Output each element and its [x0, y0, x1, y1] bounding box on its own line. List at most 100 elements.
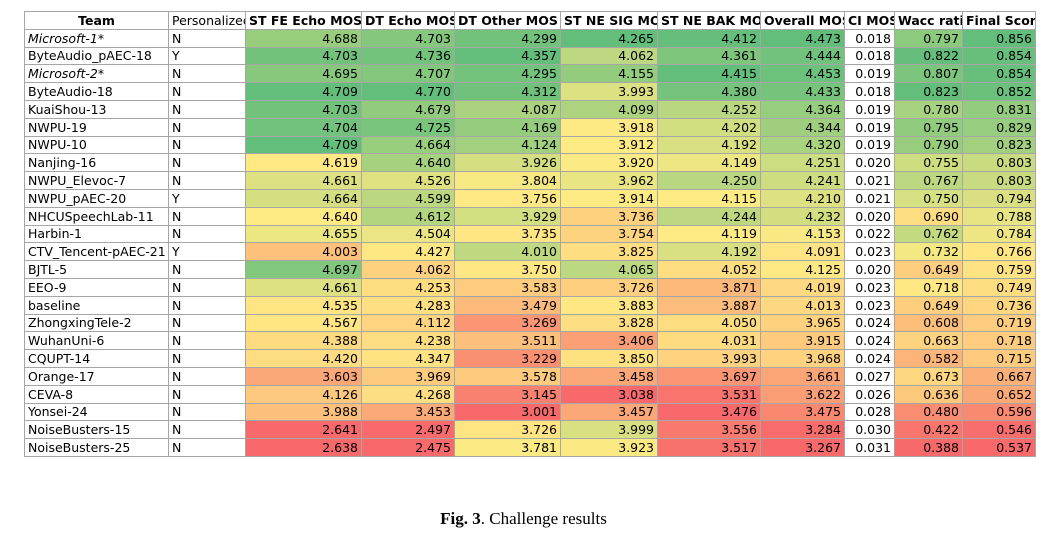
team-name-cell: NoiseBusters-15	[24, 420, 169, 440]
score-cell: 3.969	[361, 366, 455, 386]
table-row: Nanjing-16 N 4.619 4.640 3.926 3.920 4.149 4.25…	[24, 153, 1036, 173]
team-name-cell: Microsoft-1*	[24, 28, 169, 48]
score-cell: 0.652	[962, 384, 1036, 404]
score-cell: 4.697	[245, 260, 362, 279]
table-row: BJTL-5 N 4.697 4.062 3.750 4.065 4.052 4.125 0.0…	[24, 260, 1036, 279]
score-cell: 0.608	[894, 313, 963, 333]
team-name-cell: baseline	[24, 295, 169, 315]
score-cell: 4.453	[760, 64, 845, 84]
score-cell: 4.661	[245, 277, 362, 297]
personalized-cell: N	[168, 331, 246, 351]
score-cell: 0.667	[962, 366, 1036, 386]
score-cell: 0.649	[894, 295, 963, 315]
figure-caption: Fig. 3. Challenge results	[0, 509, 1047, 529]
score-cell: 0.797	[894, 28, 963, 48]
table-row: EEO-9 N 4.661 4.253 3.583 3.726 3.871 4.019 0.02…	[24, 277, 1036, 297]
score-cell: 4.664	[361, 135, 455, 155]
score-cell: 3.929	[454, 206, 561, 226]
column-header: Wacc ratio	[894, 11, 963, 30]
personalized-cell: N	[168, 384, 246, 404]
score-cell: 4.031	[657, 331, 761, 351]
score-cell: 3.754	[560, 224, 658, 244]
score-cell: 0.715	[962, 349, 1036, 368]
personalized-cell: N	[168, 277, 246, 297]
table-row: NHCUSpeechLab-11 N 4.640 4.612 3.929 3.736 4.2…	[24, 206, 1036, 226]
score-cell: 4.704	[245, 117, 362, 137]
team-name-cell: Orange-17	[24, 366, 169, 386]
score-cell: 3.622	[760, 384, 845, 404]
score-cell: 0.736	[962, 295, 1036, 315]
score-cell: 3.968	[760, 349, 845, 368]
column-header: ST NE SIG MOS	[560, 11, 658, 30]
score-cell: 3.406	[560, 331, 658, 351]
score-cell: 4.388	[245, 331, 362, 351]
score-cell: 0.023	[844, 277, 895, 297]
score-cell: 0.829	[962, 117, 1036, 137]
score-cell: 4.062	[560, 46, 658, 66]
score-cell: 0.023	[844, 295, 895, 315]
score-cell: 0.831	[962, 99, 1036, 119]
results-table: Team Personalized ST FE Echo MOS DT Echo MO…	[24, 11, 1036, 457]
score-cell: 0.019	[844, 99, 895, 119]
score-cell: 4.703	[245, 99, 362, 119]
team-name-cell: NWPU-10	[24, 135, 169, 155]
table-row: NWPU-19 N 4.704 4.725 4.169 3.918 4.202 4.344 0.…	[24, 117, 1036, 137]
team-name-cell: Nanjing-16	[24, 153, 169, 173]
score-cell: 4.420	[245, 349, 362, 368]
team-name-cell: NHCUSpeechLab-11	[24, 206, 169, 226]
score-cell: 0.732	[894, 242, 963, 262]
table-row: Harbin-1 N 4.655 4.504 3.735 3.754 4.119 4.153 0…	[24, 224, 1036, 244]
score-cell: 0.807	[894, 64, 963, 84]
score-cell: 4.251	[760, 153, 845, 173]
score-cell: 3.735	[454, 224, 561, 244]
score-cell: 4.252	[657, 99, 761, 119]
score-cell: 4.709	[245, 135, 362, 155]
table-row: ByteAudio_pAEC-18 Y 4.703 4.736 4.357 4.062 4.…	[24, 46, 1036, 66]
score-cell: 3.269	[454, 313, 561, 333]
score-cell: 4.679	[361, 99, 455, 119]
score-cell: 4.010	[454, 242, 561, 262]
score-cell: 4.640	[245, 206, 362, 226]
personalized-cell: N	[168, 313, 246, 333]
score-cell: 4.283	[361, 295, 455, 315]
score-cell: 0.759	[962, 260, 1036, 279]
score-cell: 4.664	[245, 188, 362, 208]
team-name-cell: ByteAudio-18	[24, 82, 169, 101]
score-cell: 4.347	[361, 349, 455, 368]
personalized-cell: N	[168, 117, 246, 137]
table-row: ZhongxingTele-2 N 4.567 4.112 3.269 3.828 4.05…	[24, 313, 1036, 333]
score-cell: 0.030	[844, 420, 895, 440]
score-cell: 4.612	[361, 206, 455, 226]
score-cell: 0.020	[844, 260, 895, 279]
score-cell: 4.125	[760, 260, 845, 279]
column-header: DT Other MOS	[454, 11, 561, 30]
score-cell: 4.115	[657, 188, 761, 208]
score-cell: 4.433	[760, 82, 845, 101]
score-cell: 3.918	[560, 117, 658, 137]
table-row: Microsoft-2* N 4.695 4.707 4.295 4.155 4.415 4.…	[24, 64, 1036, 84]
score-cell: 0.718	[894, 277, 963, 297]
score-cell: 4.232	[760, 206, 845, 226]
score-cell: 3.804	[454, 171, 561, 190]
score-cell: 4.320	[760, 135, 845, 155]
personalized-cell: N	[168, 153, 246, 173]
score-cell: 3.781	[454, 438, 561, 457]
personalized-cell: N	[168, 206, 246, 226]
score-cell: 0.636	[894, 384, 963, 404]
personalized-cell: N	[168, 349, 246, 368]
score-cell: 3.962	[560, 171, 658, 190]
team-name-cell: CQUPT-14	[24, 349, 169, 368]
score-cell: 3.726	[560, 277, 658, 297]
score-cell: 4.265	[560, 28, 658, 48]
score-cell: 0.027	[844, 366, 895, 386]
score-cell: 3.828	[560, 313, 658, 333]
score-cell: 0.024	[844, 331, 895, 351]
team-name-cell: BJTL-5	[24, 260, 169, 279]
score-cell: 4.062	[361, 260, 455, 279]
table-row: baseline N 4.535 4.283 3.479 3.883 3.887 4.013 0…	[24, 295, 1036, 315]
score-cell: 0.018	[844, 28, 895, 48]
score-cell: 3.871	[657, 277, 761, 297]
table-body: Microsoft-1* N 4.688 4.703 4.299 4.265 4.412 4.…	[24, 28, 1036, 457]
score-cell: 0.018	[844, 46, 895, 66]
column-header: ST NE BAK MOS	[657, 11, 761, 30]
